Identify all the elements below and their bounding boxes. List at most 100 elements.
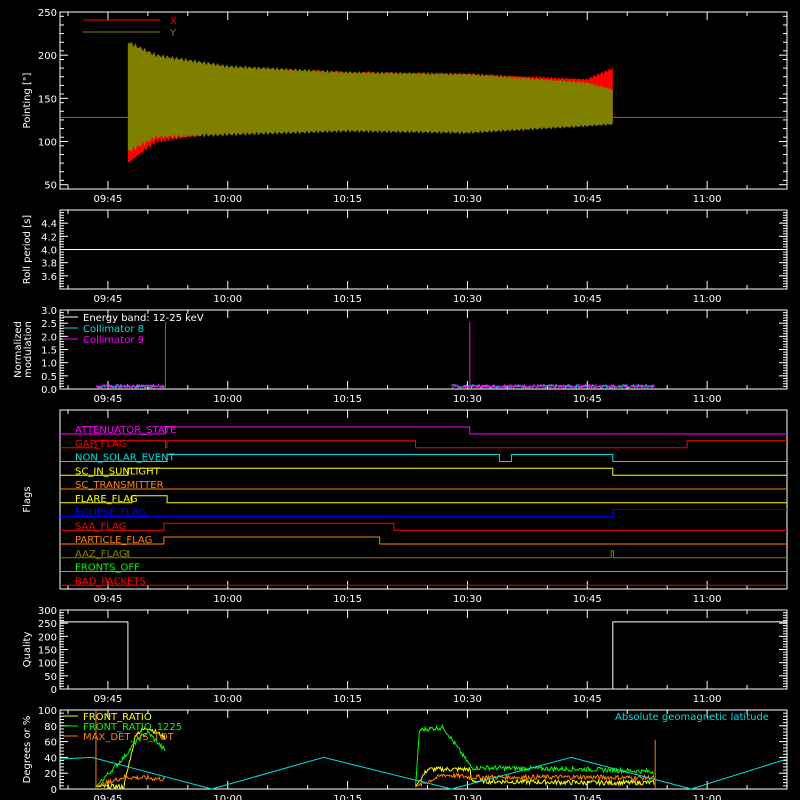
ratio-legend-label: FRONT_RATIO_1225 [83,722,182,733]
modulation-legend-label: Collimator 8 [83,324,144,335]
modulation-legend-label: Energy band: 12-25 keV [83,313,204,324]
quality-xtick-label: 10:15 [333,694,362,705]
ratios-ytick-label: 0 [51,785,57,796]
flag-label-fronts-off: FRONTS_OFF [75,563,140,574]
pointing-xtick-label: 09:45 [94,194,123,205]
pointing-ytick-label: 200 [38,51,57,62]
flag-label-sc-in-sunlight: SC_IN_SUNLIGHT [75,466,161,477]
pointing-series-y [127,41,613,153]
flag-line-gap-flag [60,440,787,449]
quality-xtick-label: 10:45 [573,694,602,705]
quality-ytick-label: 100 [38,659,57,670]
flag-line-flare-flag [60,495,787,504]
roll-ytick-label: 3.6 [41,272,57,283]
ratios-frame [59,709,788,790]
quality-ytick-label: 200 [38,632,57,643]
ratios-ytick-label: 20 [44,769,57,780]
flags-xtick-label: 11:00 [693,594,722,605]
ratios-xtick-label: 10:00 [213,794,242,800]
modulation-ylabel: Normalized [13,321,24,378]
ratios-xtick-label: 11:00 [693,794,722,800]
flags-xtick-label: 10:15 [333,594,362,605]
ratio-legend-label: MAX_DET_VS_TOT [83,732,175,743]
pointing-ytick-label: 150 [38,94,57,105]
quality-xtick-label: 09:45 [94,694,123,705]
ratio-series-front-ratio-1225 [95,729,166,787]
modulation-ytick-label: 2.0 [41,332,57,343]
roll-ytick-label: 3.8 [41,259,57,270]
ratios-xtick-label: 09:45 [94,794,123,800]
ratio-series-absolute-geomagnetic-latitude [59,756,788,790]
roll-ylabel: Roll period [s] [22,215,33,284]
modulation-series-collimator-9 [451,383,656,389]
modulation-series-collimator-9 [96,383,166,389]
flag-label-gap-flag: GAP_FLAG [75,439,127,450]
modulation-xtick-label: 10:30 [453,394,482,405]
quality-ytick-label: 300 [38,606,57,617]
pointing-xtick-label: 11:00 [693,194,722,205]
pointing-panel: 09:45 10:00 10:15 10:30 10:45 11:00 50 100 150 20… [22,8,788,205]
modulation-ytick-label: 1.0 [41,359,57,370]
quality-xtick-label: 10:00 [213,694,242,705]
modulation-xtick-label: 09:45 [94,394,123,405]
ratios-xtick-label: 10:30 [453,794,482,800]
roll-xtick-label: 10:15 [333,294,362,305]
roll-ytick-label: 4.0 [41,246,57,257]
pointing-xtick-label: 10:30 [453,194,482,205]
flags-xtick-label: 10:00 [213,594,242,605]
flag-label-eclipse-flag: ECLIPSE_FLAG [75,508,146,519]
quality-xtick-label: 10:30 [453,694,482,705]
modulation-ytick-label: 0.0 [41,385,57,396]
ratio-series-max-det-vs-tot [415,772,655,788]
modulation-panel: 09:45 10:00 10:15 10:30 10:45 11:00 0.0 0.5 1.0 1… [13,306,788,405]
ratios-xtick-label: 10:45 [573,794,602,800]
quality-ylabel: Quality [22,632,33,668]
flag-label-bad-packets: BAD_PACKETS [75,576,146,587]
quality-ytick-label: 250 [38,619,57,630]
ratio-series-front-ratio [415,766,655,787]
pointing-ytick-label: 50 [44,181,57,192]
quality-line [60,621,787,690]
quality-panel: 09:45 10:00 10:15 10:30 10:45 11:00 0 50 100 150 2… [22,606,788,705]
pointing-xtick-label: 10:00 [213,194,242,205]
ratio-series-front-ratio [96,726,166,790]
roll-panel: 09:45 10:00 10:15 10:30 10:45 11:00 3.6 3.8 4.0 4… [22,209,788,305]
quality-ytick-label: 0 [51,685,57,696]
flag-label-sc-transmitter: SC_TRANSMITTER [75,480,164,491]
pointing-frame [59,11,788,190]
ratios-ytick-label: 100 [38,706,57,717]
flag-line-sc-in-sunlight [60,467,787,476]
flag-line-attenuator-state [60,426,787,435]
quality-ytick-label: 150 [38,646,57,657]
flag-label-flare-flag: FLARE_FLAG [75,494,138,505]
pointing-ytick-label: 100 [38,138,57,149]
flag-line-eclipse-flag [60,509,787,517]
modulation-ytick-label: 2.5 [41,319,57,330]
roll-ytick-label: 4.2 [41,232,57,243]
flags-frame [59,409,788,590]
roll-xtick-label: 10:45 [573,294,602,305]
flags-xtick-label: 10:30 [453,594,482,605]
modulation-xtick-label: 10:15 [333,394,362,405]
roll-xtick-label: 10:30 [453,294,482,305]
flag-label-attenuator-state: ATTENUATOR_STATE [75,425,176,436]
modulation-ytick-label: 0.5 [41,372,57,383]
modulation-legend-label: Collimator 9 [83,335,144,346]
modulation-ytick-label: 3.0 [41,306,57,317]
flag-label-particle-flag: PARTICLE_FLAG [75,535,152,546]
ratios-ytick-label: 40 [44,753,57,764]
pointing-xtick-label: 10:45 [573,194,602,205]
ratios-xtick-label: 10:15 [333,794,362,800]
flag-line-aaz-flag [60,550,787,559]
pointing-ylabel: Pointing ["] [22,72,33,128]
flags-xtick-label: 09:45 [94,594,123,605]
flags-xtick-label: 10:45 [573,594,602,605]
modulation-ytick-label: 1.5 [41,346,57,357]
quality-xtick-label: 11:00 [693,694,722,705]
flag-label-aaz-flag: AAZ_FLAG [75,549,127,560]
roll-xtick-label: 10:00 [213,294,242,305]
modulation-ylabel: modulation [23,321,34,378]
roll-xtick-label: 11:00 [693,294,722,305]
roll-xtick-label: 09:45 [94,294,123,305]
